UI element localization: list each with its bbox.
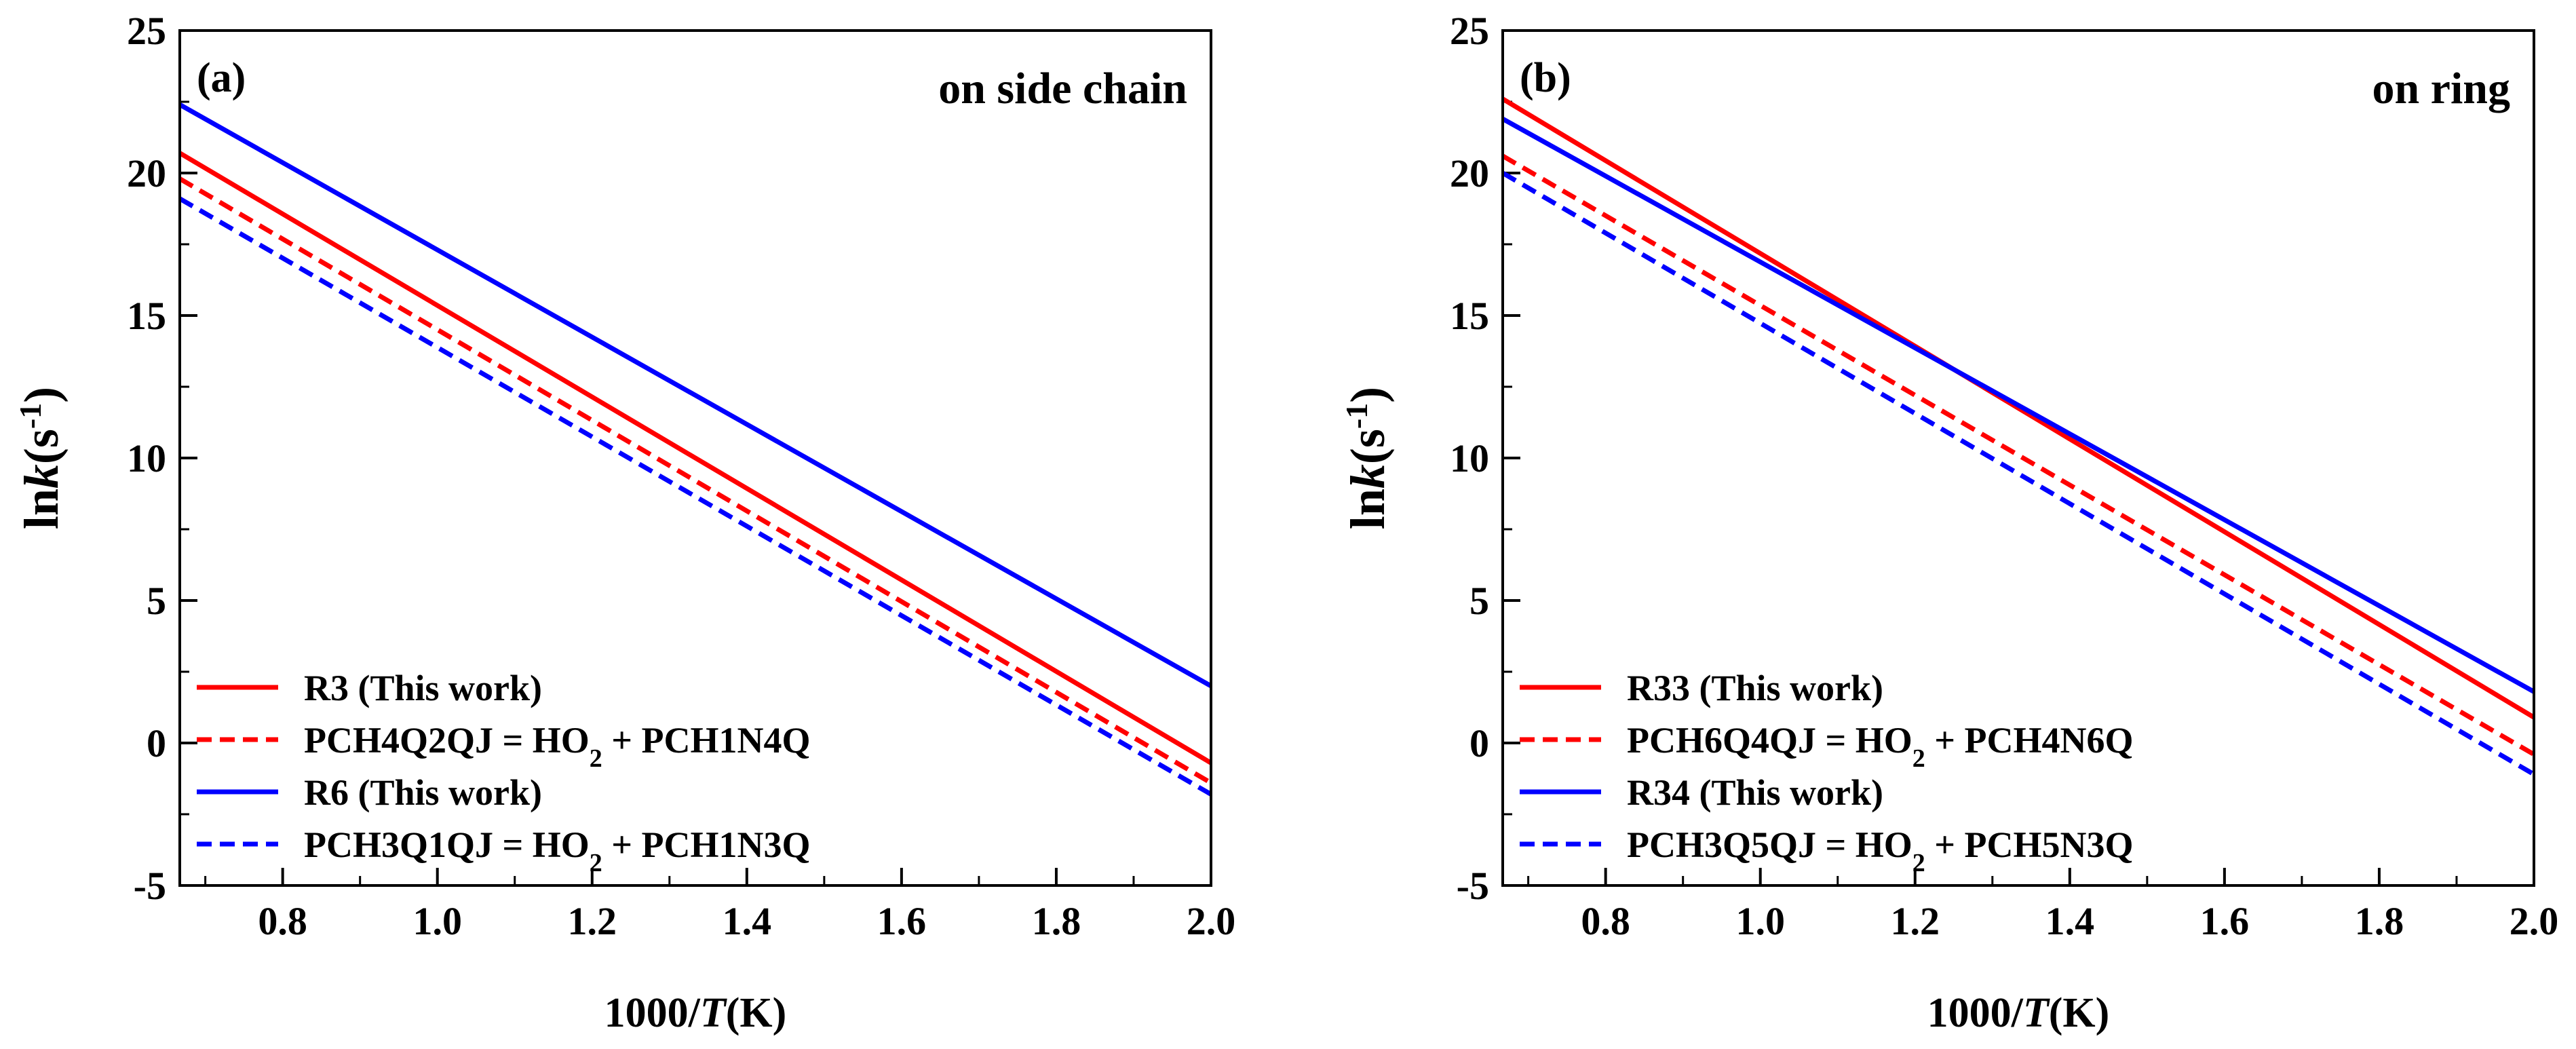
panel-title: on side chain: [938, 64, 1187, 113]
y-tick-label: 5: [1469, 579, 1489, 623]
x-tick-label: 1.4: [723, 899, 772, 943]
y-tick-label: 20: [127, 151, 166, 195]
series-line-1: [180, 151, 1211, 765]
y-tick-label: -5: [1457, 864, 1489, 908]
x-tick-label: 0.8: [258, 899, 307, 943]
legend: R3 (This work) PCH4Q2QJ = HO2 + PCH1N4QR6…: [197, 668, 811, 877]
legend-label: PCH3Q5QJ = HO2 + PCH5N3Q: [1627, 824, 2134, 877]
x-tick-label: 0.8: [1581, 899, 1630, 943]
legend-label: R3 (This work): [304, 668, 542, 708]
panel-label: (b): [1520, 55, 1571, 101]
y-tick-label: 15: [127, 294, 166, 338]
x-tick-label: 1.4: [2045, 899, 2095, 943]
y-tick-label: -5: [134, 864, 166, 908]
legend-label: PCH4Q2QJ = HO2 + PCH1N4Q: [304, 720, 811, 773]
y-tick-label: 0: [1469, 721, 1489, 765]
series-line-2: [180, 176, 1211, 785]
x-tick-label: 1.6: [2200, 899, 2250, 943]
series-line-3: [1503, 117, 2534, 694]
legend-label: PCH6Q4QJ = HO2 + PCH4N6Q: [1627, 720, 2134, 773]
x-tick-label: 1.2: [568, 899, 617, 943]
x-tick-label: 1.6: [877, 899, 927, 943]
series-line-2: [1503, 153, 2534, 757]
legend-label: R34 (This work): [1627, 772, 1883, 813]
panel-label: (a): [197, 55, 246, 101]
legend-label: R6 (This work): [304, 772, 542, 813]
y-axis-label: lnk(s-1): [13, 387, 69, 529]
series-line-3: [180, 102, 1211, 689]
x-axis-label: 1000/T(K): [604, 990, 787, 1036]
x-tick-label: 1.0: [1735, 899, 1785, 943]
x-tick-label: 2.0: [2510, 899, 2559, 943]
y-tick-label: 25: [127, 9, 166, 53]
x-axis-label: 1000/T(K): [1927, 990, 2110, 1036]
x-tick-label: 1.8: [2355, 899, 2404, 943]
plot-frame: [1501, 29, 2535, 887]
series-line-4: [180, 196, 1211, 797]
panel-title: on ring: [2372, 64, 2510, 113]
y-tick-label: 25: [1450, 9, 1489, 53]
y-tick-label: 0: [147, 721, 166, 765]
series-line-1: [1503, 96, 2534, 720]
series-line-4: [1503, 170, 2534, 777]
y-tick-label: 10: [127, 436, 166, 480]
y-tick-label: 15: [1450, 294, 1489, 338]
chart-panel-b: 0.8 1.0 1.2 1.4 1.6 1.8 2.0 -5 0 5 10 15 20 25 (b) on r…: [1339, 9, 2559, 1036]
y-tick-label: 5: [147, 579, 166, 623]
y-tick-label: 10: [1450, 436, 1489, 480]
y-axis-label: lnk(s-1): [1339, 387, 1396, 529]
x-tick-label: 2.0: [1187, 899, 1236, 943]
x-tick-label: 1.0: [412, 899, 462, 943]
legend-label: R33 (This work): [1627, 668, 1883, 708]
y-tick-label: 20: [1450, 151, 1489, 195]
legend: R33 (This work) PCH6Q4QJ = HO2 + PCH4N6QR…: [1520, 668, 2134, 877]
x-tick-label: 1.2: [1891, 899, 1940, 943]
chart-panel-a: 0.8 1.0 1.2 1.4 1.6 1.8 2.0 -5 0 5 10 15 20 25 (a) on s…: [13, 9, 1236, 1036]
x-tick-label: 1.8: [1032, 899, 1081, 943]
plot-frame: [178, 29, 1212, 887]
legend-label: PCH3Q1QJ = HO2 + PCH1N3Q: [304, 824, 811, 877]
